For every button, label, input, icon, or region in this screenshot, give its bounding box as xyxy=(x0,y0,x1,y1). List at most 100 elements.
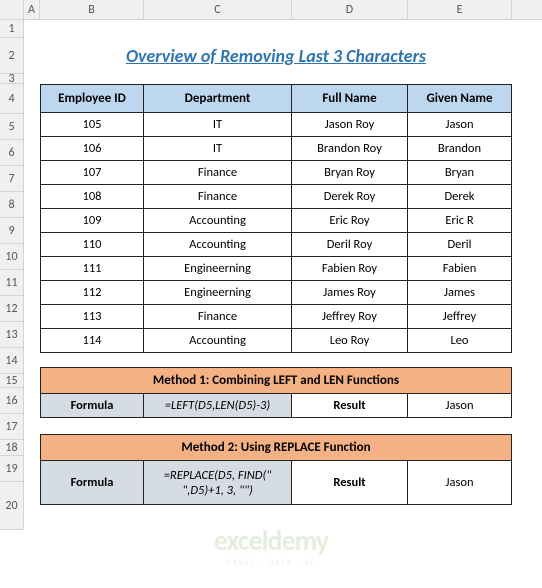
table-cell[interactable]: 110 xyxy=(40,233,144,257)
row-header-4[interactable]: 4 xyxy=(0,84,24,114)
row-header-3[interactable]: 3 xyxy=(0,74,24,84)
table-cell[interactable]: Finance xyxy=(144,305,292,329)
table-cell[interactable]: 109 xyxy=(40,209,144,233)
col-header-B[interactable]: B xyxy=(40,0,144,19)
table-cell[interactable]: 108 xyxy=(40,185,144,209)
row-header-5[interactable]: 5 xyxy=(0,114,24,140)
row-header-13[interactable]: 13 xyxy=(0,322,24,348)
page-title: Overview of Removing Last 3 Characters xyxy=(40,45,512,67)
table-row: 106ITBrandon RoyBrandon xyxy=(40,137,512,161)
table-cell[interactable]: 106 xyxy=(40,137,144,161)
row-header-15[interactable]: 15 xyxy=(0,374,24,388)
row-header-2[interactable]: 2 xyxy=(0,38,24,74)
table-cell[interactable]: Derek Roy xyxy=(292,185,408,209)
col-header-C[interactable]: C xyxy=(144,0,292,19)
th-department[interactable]: Department xyxy=(144,84,292,113)
row-header-7[interactable]: 7 xyxy=(0,166,24,192)
th-full-name[interactable]: Full Name xyxy=(292,84,408,113)
row-header-20[interactable]: 20 xyxy=(0,482,24,530)
table-cell[interactable]: Bryan xyxy=(408,161,512,185)
spreadsheet: A B C D E 1 2 3 4 5 6 7 8 9 10 11 12 13 … xyxy=(0,0,542,20)
method2-formula-label[interactable]: Formula xyxy=(40,461,144,505)
table-cell[interactable]: 114 xyxy=(40,329,144,353)
table-row: 113FinanceJeffrey RoyJeffrey xyxy=(40,305,512,329)
col-header-E[interactable]: E xyxy=(408,0,512,19)
watermark-logo: exceldemy xyxy=(214,523,328,558)
table-cell[interactable]: Fabien xyxy=(408,257,512,281)
table-cell[interactable]: Fabien Roy xyxy=(292,257,408,281)
table-cell[interactable]: Derek xyxy=(408,185,512,209)
table-cell[interactable]: Eric R xyxy=(408,209,512,233)
table-cell[interactable]: Leo xyxy=(408,329,512,353)
table-cell[interactable]: Engineerning xyxy=(144,281,292,305)
table-cell[interactable]: Jeffrey xyxy=(408,305,512,329)
table-cell[interactable]: Jason Roy xyxy=(292,113,408,137)
table-row: 114AccountingLeo RoyLeo xyxy=(40,329,512,353)
table-row: 108FinanceDerek RoyDerek xyxy=(40,185,512,209)
method2-row: Formula =REPLACE(D5, FIND(" ",D5)+1, 3, … xyxy=(40,461,512,505)
method1-row: Formula =LEFT(D5,LEN(D5)-3) Result Jason xyxy=(40,394,512,418)
table-row: 107FinanceBryan RoyBryan xyxy=(40,161,512,185)
column-headers: A B C D E xyxy=(0,0,542,20)
watermark: exceldemy EXCEL · DATA · BI xyxy=(214,523,328,568)
method2-title[interactable]: Method 2: Using REPLACE Function xyxy=(40,434,512,461)
table-cell[interactable]: Brandon xyxy=(408,137,512,161)
row-header-11[interactable]: 11 xyxy=(0,270,24,296)
table-cell[interactable]: 112 xyxy=(40,281,144,305)
table-cell[interactable]: IT xyxy=(144,113,292,137)
table-cell[interactable]: 111 xyxy=(40,257,144,281)
row-header-8[interactable]: 8 xyxy=(0,192,24,218)
row-header-12[interactable]: 12 xyxy=(0,296,24,322)
method1-formula[interactable]: =LEFT(D5,LEN(D5)-3) xyxy=(144,394,292,418)
table-cell[interactable]: IT xyxy=(144,137,292,161)
table-header-row: Employee ID Department Full Name Given N… xyxy=(40,84,512,113)
table-cell[interactable]: James Roy xyxy=(292,281,408,305)
table-cell[interactable]: Finance xyxy=(144,161,292,185)
row-header-10[interactable]: 10 xyxy=(0,244,24,270)
col-header-A[interactable]: A xyxy=(24,0,40,19)
row-headers: 1 2 3 4 5 6 7 8 9 10 11 12 13 14 15 16 1… xyxy=(0,20,24,530)
table-cell[interactable]: 105 xyxy=(40,113,144,137)
title-row[interactable]: Overview of Removing Last 3 Characters xyxy=(40,38,512,74)
row-header-16[interactable]: 16 xyxy=(0,388,24,414)
table-cell[interactable]: Jeffrey Roy xyxy=(292,305,408,329)
table-cell[interactable]: Accounting xyxy=(144,233,292,257)
table-cell[interactable]: James xyxy=(408,281,512,305)
row-header-9[interactable]: 9 xyxy=(0,218,24,244)
method2-result[interactable]: Jason xyxy=(408,461,512,505)
method1-formula-label[interactable]: Formula xyxy=(40,394,144,418)
table-cell[interactable]: Brandon Roy xyxy=(292,137,408,161)
row-header-17[interactable]: 17 xyxy=(0,414,24,440)
method1-title[interactable]: Method 1: Combining LEFT and LEN Functio… xyxy=(40,367,512,394)
th-employee-id[interactable]: Employee ID xyxy=(40,84,144,113)
table-cell[interactable]: Accounting xyxy=(144,329,292,353)
table-cell[interactable]: Engineerning xyxy=(144,257,292,281)
row-header-6[interactable]: 6 xyxy=(0,140,24,166)
sheet-content: Overview of Removing Last 3 Characters E… xyxy=(24,20,542,505)
table-cell[interactable]: Leo Roy xyxy=(292,329,408,353)
row-header-1[interactable]: 1 xyxy=(0,20,24,38)
table-cell[interactable]: Deril xyxy=(408,233,512,257)
th-given-name[interactable]: Given Name xyxy=(408,84,512,113)
table-cell[interactable]: Accounting xyxy=(144,209,292,233)
select-all-corner[interactable] xyxy=(0,0,24,20)
method2-block: Method 2: Using REPLACE Function Formula… xyxy=(40,434,512,505)
table-cell[interactable]: Finance xyxy=(144,185,292,209)
table-row: 110AccountingDeril RoyDeril xyxy=(40,233,512,257)
table-cell[interactable]: Deril Roy xyxy=(292,233,408,257)
table-cell[interactable]: Jason xyxy=(408,113,512,137)
table-cell[interactable]: Bryan Roy xyxy=(292,161,408,185)
method1-result[interactable]: Jason xyxy=(408,394,512,418)
method1-result-label[interactable]: Result xyxy=(292,394,408,418)
method2-formula[interactable]: =REPLACE(D5, FIND(" ",D5)+1, 3, "") xyxy=(144,461,292,505)
table-cell[interactable]: Eric Roy xyxy=(292,209,408,233)
row-header-18[interactable]: 18 xyxy=(0,440,24,456)
col-header-D[interactable]: D xyxy=(292,0,408,19)
data-table: Employee ID Department Full Name Given N… xyxy=(40,84,512,353)
table-row: 109AccountingEric RoyEric R xyxy=(40,209,512,233)
row-header-14[interactable]: 14 xyxy=(0,348,24,374)
table-cell[interactable]: 113 xyxy=(40,305,144,329)
table-cell[interactable]: 107 xyxy=(40,161,144,185)
row-header-19[interactable]: 19 xyxy=(0,456,24,482)
method2-result-label[interactable]: Result xyxy=(292,461,408,505)
